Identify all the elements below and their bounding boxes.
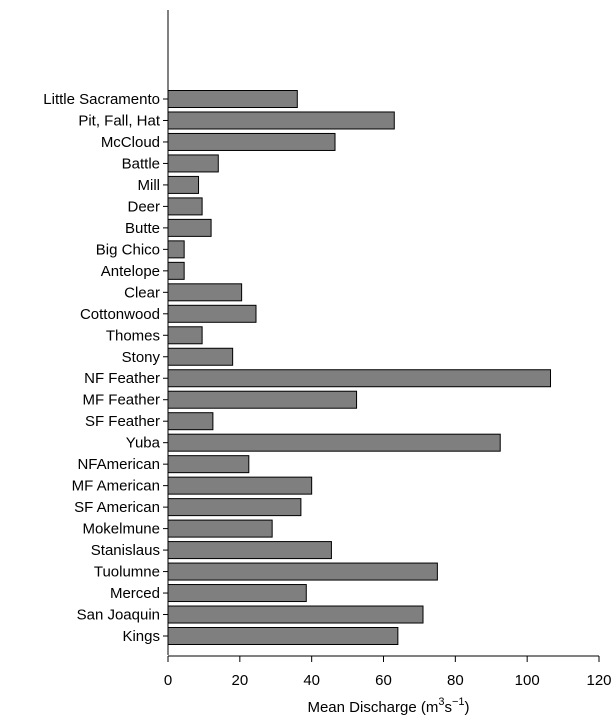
bar-kings (167, 627, 399, 645)
category-label-mill: Mill (138, 177, 161, 194)
category-labels: Little Sacramento Pit, Fall, Hat McCloud Ba… (43, 91, 161, 645)
category-label-little-sacramento: Little Sacramento (43, 91, 160, 108)
bar-mill (167, 175, 200, 194)
bar-stony (167, 347, 234, 366)
x-tick-label: 80 (447, 672, 464, 689)
bar-mccloud (167, 132, 336, 151)
category-label-mccloud: McCloud (101, 134, 160, 151)
x-tick-label: 40 (303, 672, 320, 689)
category-label-cottonwood: Cottonwood (80, 306, 160, 323)
bar-mf-feather (167, 390, 358, 409)
x-tick-label: 0 (164, 672, 172, 689)
category-label-nfamerican: NFAmerican (77, 456, 160, 473)
bar-antelope (167, 261, 185, 280)
x-tick-label: 100 (515, 672, 540, 689)
category-label-tuolumne: Tuolumne (94, 564, 160, 581)
category-label-big-chico: Big Chico (96, 241, 160, 258)
x-tick-label: 120 (586, 672, 611, 689)
category-label-mf-american: MF American (72, 478, 160, 495)
category-label-stony: Stony (122, 349, 161, 366)
bar-little-sacramento (167, 90, 298, 108)
bar-tuolumne (167, 562, 438, 581)
category-label-butte: Butte (125, 220, 160, 237)
x-tick-label: 60 (375, 672, 392, 689)
x-tick-label: 20 (231, 672, 248, 689)
category-label-clear: Clear (124, 284, 160, 301)
category-ticks (163, 98, 168, 637)
bar-cottonwood (167, 304, 257, 323)
bar-merced (167, 584, 307, 603)
bar-pit-fall-hat (167, 111, 395, 130)
bar-clear (167, 283, 243, 302)
category-label-mf-feather: MF Feather (82, 392, 160, 409)
bar-deer (167, 197, 203, 216)
bars-group (167, 90, 552, 645)
category-label-mokelmune: Mokelmune (82, 521, 160, 538)
category-label-thomes: Thomes (106, 327, 160, 344)
x-axis-ticks: 0 20 40 60 80 100 120 (164, 656, 612, 689)
category-label-kings: Kings (122, 628, 160, 645)
category-label-battle: Battle (122, 155, 160, 172)
x-axis-label: Mean Discharge (m3s−1) (307, 696, 469, 716)
bar-mf-american (167, 476, 313, 495)
bar-nfamerican (167, 455, 250, 474)
category-label-antelope: Antelope (101, 263, 160, 280)
category-label-deer: Deer (127, 198, 160, 215)
category-label-yuba: Yuba (126, 435, 161, 452)
bar-sf-american (167, 498, 302, 517)
bar-mokelmune (167, 519, 273, 538)
category-label-sf-american: SF American (74, 499, 160, 516)
bar-big-chico (167, 240, 185, 259)
bar-stanislaus (167, 541, 332, 560)
bar-nf-feather (167, 369, 552, 388)
bar-butte (167, 218, 212, 237)
bar-thomes (167, 326, 203, 345)
category-label-stanislaus: Stanislaus (91, 542, 160, 559)
bar-battle (167, 154, 219, 173)
bar-sf-feather (167, 412, 214, 431)
bar-san-joaquin (167, 605, 424, 624)
category-label-san-joaquin: San Joaquin (77, 607, 160, 624)
category-label-merced: Merced (110, 585, 160, 602)
bar-yuba (167, 433, 501, 452)
category-label-pit-fall-hat: Pit, Fall, Hat (78, 112, 161, 129)
category-label-sf-feather: SF Feather (85, 413, 160, 430)
category-label-nf-feather: NF Feather (84, 370, 160, 387)
